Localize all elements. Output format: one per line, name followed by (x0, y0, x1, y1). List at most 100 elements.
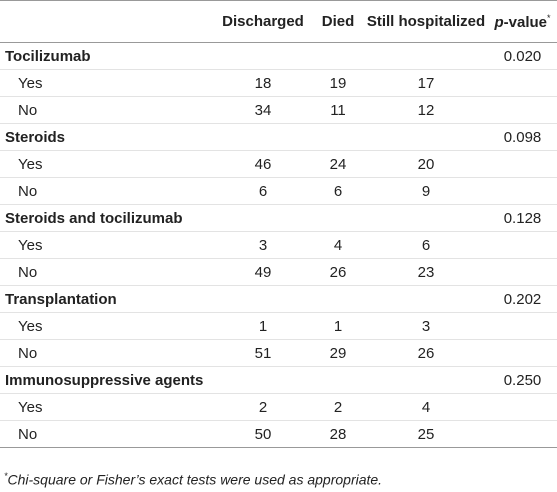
count-cell: 11 (312, 96, 364, 124)
count-cell: 50 (254, 425, 272, 443)
count-cell: 1 (312, 312, 364, 340)
p-value: 0.202 (488, 285, 557, 313)
header-row: Discharged Died Still hospitalized p-value* (0, 0, 557, 43)
count-cell: 17 (364, 69, 488, 97)
row-label: Yes (0, 393, 214, 421)
group-label: Immunosuppressive agents (0, 366, 214, 394)
header-cell: Discharged (214, 0, 312, 43)
data-row: Yes 46 24 20 (0, 150, 557, 178)
group-label: Tocilizumab (0, 42, 214, 70)
empty-cell (214, 123, 312, 151)
count-cell: 3 (214, 231, 312, 259)
empty-cell (488, 231, 557, 259)
data-row: No 51 29 26 (0, 339, 557, 367)
group-label: Steroids (0, 123, 214, 151)
count-cell: 25 (417, 425, 435, 443)
empty-cell (364, 366, 488, 394)
count-cell: 4 (312, 231, 364, 259)
count-cell: 2 (312, 393, 364, 421)
count-cell: 51 (214, 339, 312, 367)
group-label: Steroids and tocilizumab (0, 204, 214, 232)
count-cell: 6 (214, 177, 312, 205)
empty-cell (312, 285, 364, 313)
count-cell: 19 (312, 69, 364, 97)
count-cell: 12 (364, 96, 488, 124)
data-row: No 6 6 9 (0, 177, 557, 205)
footnote: *Chi-square or Fisher’s exact tests were… (4, 471, 382, 488)
group-row: Immunosuppressive agents 0.250 (0, 366, 557, 394)
count-cell: 24 (312, 150, 364, 178)
group-row: Steroids 0.098 (0, 123, 557, 151)
count-cell: 29 (312, 339, 364, 367)
empty-cell (364, 123, 488, 151)
data-row: No 49 26 23 (0, 258, 557, 286)
row-label: No (18, 425, 38, 443)
count-cell: 34 (214, 96, 312, 124)
count-cell: 9 (364, 177, 488, 205)
header-cell: p-value* (488, 0, 557, 43)
group-row: Steroids and tocilizumab 0.128 (0, 204, 557, 232)
count-cell: 49 (214, 258, 312, 286)
empty-cell (364, 204, 488, 232)
row-label: Yes (0, 69, 214, 97)
data-row: No 34 11 12 (0, 96, 557, 124)
empty-cell (488, 312, 557, 340)
count-cell: 20 (364, 150, 488, 178)
empty-cell (488, 258, 557, 286)
row-label: No (0, 258, 214, 286)
group-row: Transplantation 0.202 (0, 285, 557, 313)
count-cell: 4 (364, 393, 488, 421)
count-cell: 3 (364, 312, 488, 340)
count-cell: 6 (312, 177, 364, 205)
data-row: Yes 3 4 6 (0, 231, 557, 259)
count-cell: 1 (214, 312, 312, 340)
empty-cell (312, 204, 364, 232)
row-label: No (0, 96, 214, 124)
count-cell: 6 (364, 231, 488, 259)
header-cell: Died (312, 0, 364, 43)
count-cell: 2 (214, 393, 312, 421)
data-row: Yes 18 19 17 (0, 69, 557, 97)
empty-cell (488, 339, 557, 367)
p-value: 0.250 (488, 366, 557, 394)
row-label: No (0, 339, 214, 367)
empty-cell (488, 177, 557, 205)
count-cell: 26 (312, 258, 364, 286)
empty-cell (214, 285, 312, 313)
footnote-mark: * (4, 471, 8, 481)
empty-cell (214, 204, 312, 232)
empty-cell (488, 393, 557, 421)
empty-cell (214, 366, 312, 394)
header-cell (0, 0, 214, 43)
p-value: 0.020 (488, 42, 557, 70)
empty-cell (364, 285, 488, 313)
row-label: Yes (0, 312, 214, 340)
p-value-mark: * (547, 12, 551, 23)
data-table: Discharged Died Still hospitalized p-value*… (0, 0, 557, 448)
data-row: Yes 2 2 4 (0, 393, 557, 421)
row-label: No (0, 177, 214, 205)
empty-cell (312, 42, 364, 70)
count-cell: 46 (214, 150, 312, 178)
empty-cell (488, 69, 557, 97)
p-value: 0.098 (488, 123, 557, 151)
data-row: No 50 28 25 (0, 421, 557, 448)
empty-cell (364, 42, 488, 70)
header-cell: Still hospitalized (364, 0, 488, 43)
row-label: Yes (0, 150, 214, 178)
footnote-text: Chi-square or Fisher’s exact tests were … (7, 471, 383, 488)
empty-cell (214, 42, 312, 70)
data-row: Yes 1 1 3 (0, 312, 557, 340)
empty-cell (312, 366, 364, 394)
empty-cell (488, 96, 557, 124)
empty-cell (312, 123, 364, 151)
empty-cell (488, 421, 557, 448)
count-cell: 18 (214, 69, 312, 97)
count-cell: 28 (329, 425, 347, 443)
count-cell: 26 (364, 339, 488, 367)
empty-cell (488, 150, 557, 178)
group-label: Transplantation (0, 285, 214, 313)
count-cell: 23 (364, 258, 488, 286)
group-row: Tocilizumab 0.020 (0, 42, 557, 70)
